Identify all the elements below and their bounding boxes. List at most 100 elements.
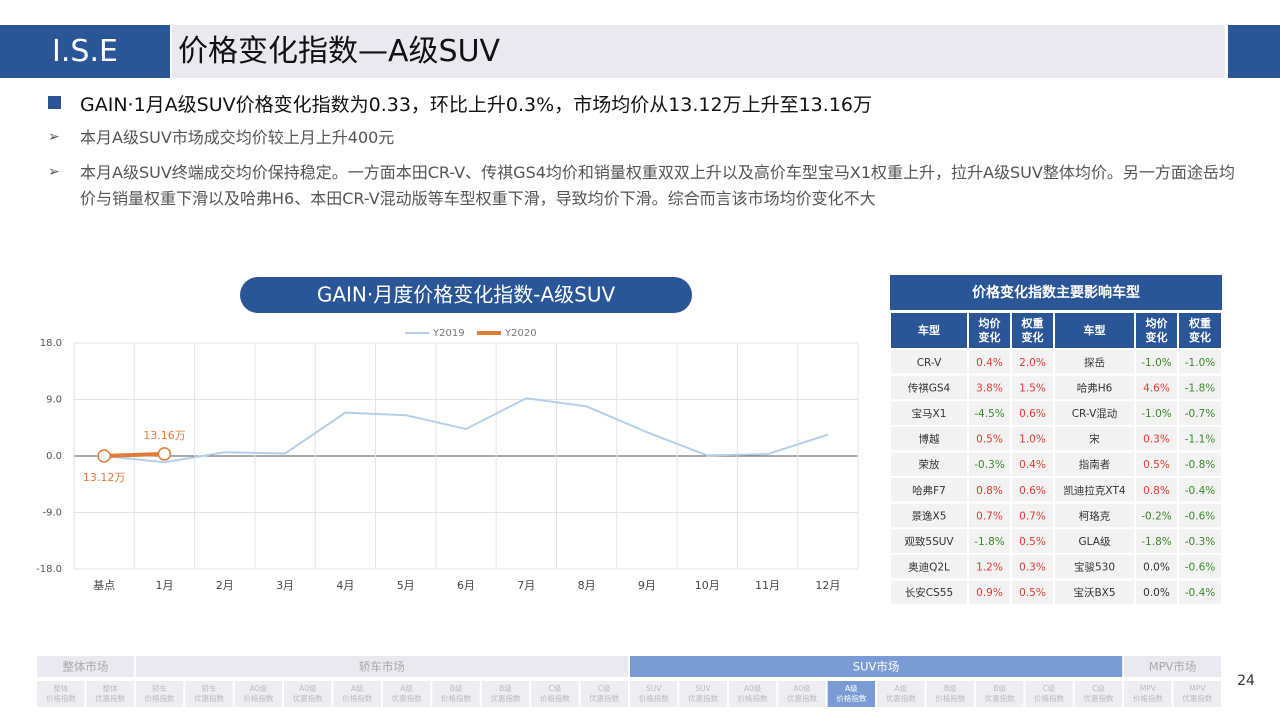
table-value: 荣放 bbox=[919, 458, 940, 471]
table-value: 0.7% bbox=[1019, 510, 1046, 522]
table-cell bbox=[1055, 350, 1134, 374]
y-tick-label: 18.0 bbox=[40, 338, 62, 349]
table-header: 车型 bbox=[918, 323, 940, 337]
table-value: 传祺GS4 bbox=[908, 381, 951, 394]
nav-item-label: B级 bbox=[993, 683, 1006, 693]
x-tick-label: 10月 bbox=[695, 579, 720, 592]
table-value: -4.5% bbox=[974, 408, 1004, 420]
table-value: -0.3% bbox=[1185, 536, 1215, 548]
table-value: 宋 bbox=[1089, 433, 1100, 446]
table-header-cell bbox=[1179, 313, 1221, 348]
bullet-square bbox=[48, 96, 61, 109]
table-value: -1.8% bbox=[1141, 536, 1171, 548]
header-block bbox=[1228, 25, 1280, 78]
table-cell bbox=[1136, 554, 1177, 579]
x-tick-label: 7月 bbox=[517, 579, 535, 592]
table-cell bbox=[891, 426, 967, 451]
table-cell bbox=[891, 478, 967, 502]
table-cell bbox=[969, 580, 1010, 604]
table-cell bbox=[1055, 375, 1134, 400]
nav-item-label: 价格指数 bbox=[342, 693, 372, 703]
nav-item-label: B级 bbox=[499, 683, 512, 693]
nav-item-label: MPV bbox=[1140, 684, 1157, 693]
nav-item-label: A级 bbox=[894, 683, 907, 693]
table-value: -0.8% bbox=[1185, 459, 1215, 471]
table-value: 0.5% bbox=[1019, 536, 1046, 548]
nav-item-label: 轿车 bbox=[152, 683, 167, 693]
nav-item-label: 价格指数 bbox=[1034, 693, 1064, 703]
table-value: 4.6% bbox=[1143, 382, 1170, 394]
table-value: 0.6% bbox=[1019, 485, 1046, 497]
table-header-cell bbox=[891, 313, 967, 348]
nav-item bbox=[1025, 681, 1073, 707]
table-header: 权重变化 bbox=[1021, 316, 1044, 344]
nav-item-label: A0级 bbox=[250, 683, 268, 693]
chart-title: GAIN·月度价格变化指数-A级SUV bbox=[317, 283, 616, 307]
table-cell bbox=[1012, 426, 1053, 451]
table-cell bbox=[1179, 529, 1221, 553]
table-value: -0.4% bbox=[1185, 485, 1215, 497]
table-value: 3.8% bbox=[976, 382, 1003, 394]
table-value: 0.8% bbox=[976, 485, 1003, 497]
table-value: -0.4% bbox=[1185, 587, 1215, 599]
series-line bbox=[104, 397, 829, 464]
table-cell bbox=[1012, 529, 1053, 553]
table-cell bbox=[1179, 426, 1221, 451]
table-cell bbox=[1136, 580, 1177, 604]
table-value: 0.7% bbox=[976, 510, 1003, 522]
table-cell bbox=[1179, 580, 1221, 604]
point bbox=[97, 449, 111, 463]
nav-item-label: 价格指数 bbox=[243, 693, 273, 703]
table-value: GLA级 bbox=[1079, 536, 1111, 548]
table-cell bbox=[891, 554, 967, 579]
y-tick-label: 0.0 bbox=[46, 451, 62, 462]
table-value: 1.0% bbox=[1019, 434, 1046, 446]
nav-item-label: 价格指数 bbox=[441, 693, 471, 703]
nav-item bbox=[481, 681, 530, 707]
table-title: 价格变化指数主要影响车型 bbox=[972, 284, 1140, 301]
table-header: 均价变化 bbox=[979, 316, 1002, 344]
table-cell bbox=[891, 401, 967, 425]
table-cell bbox=[1055, 401, 1134, 425]
nav-item-label: C级 bbox=[1092, 683, 1105, 693]
nav-item-label: 价格指数 bbox=[935, 693, 965, 703]
nav-item-label: 优惠指数 bbox=[1182, 693, 1212, 703]
table-value: 0.9% bbox=[976, 587, 1003, 599]
nav-item bbox=[185, 681, 233, 707]
table-value: 0.4% bbox=[976, 357, 1003, 369]
nav-item-label: A0级 bbox=[744, 683, 762, 693]
nav-item bbox=[827, 681, 876, 707]
table-header-cell bbox=[1012, 313, 1053, 348]
table-value: 宝马X1 bbox=[912, 407, 947, 420]
nav-item bbox=[679, 681, 727, 707]
table-cell bbox=[1136, 375, 1177, 400]
nav-group-label: SUV市场 bbox=[853, 660, 900, 674]
table-value: -1.0% bbox=[1185, 357, 1215, 369]
x-tick-label: 6月 bbox=[457, 579, 475, 592]
table-value: -1.1% bbox=[1185, 434, 1215, 446]
table-cell bbox=[1136, 478, 1177, 502]
nav-item-label: 轿车 bbox=[201, 683, 216, 693]
main-bullet: GAIN·1月A级SUV价格变化指数为0.33，环比上升0.3%，市场均价从13… bbox=[80, 94, 872, 116]
table-cell bbox=[969, 529, 1010, 553]
nav-item-label: 价格指数 bbox=[639, 693, 669, 703]
x-tick-label: 9月 bbox=[638, 579, 656, 592]
table-header-cell bbox=[1055, 313, 1134, 348]
table-value: -0.6% bbox=[1185, 562, 1215, 574]
table-cell bbox=[1012, 375, 1053, 400]
nav-item-label: SUV bbox=[695, 684, 711, 693]
nav-item-label: C级 bbox=[598, 683, 611, 693]
table-cell bbox=[891, 375, 967, 400]
nav-item-label: 优惠指数 bbox=[688, 693, 718, 703]
table-value: 0.5% bbox=[1019, 587, 1046, 599]
x-tick-label: 11月 bbox=[755, 579, 780, 592]
nav-item-label: 价格指数 bbox=[738, 693, 768, 703]
nav-item-label: 优惠指数 bbox=[985, 693, 1015, 703]
nav-item-label: 价格指数 bbox=[1133, 693, 1163, 703]
table-cell bbox=[1055, 529, 1134, 553]
nav-item-label: 优惠指数 bbox=[589, 693, 619, 703]
table-cell bbox=[1012, 350, 1053, 374]
table-cell bbox=[891, 503, 967, 528]
table-cell bbox=[969, 503, 1010, 528]
